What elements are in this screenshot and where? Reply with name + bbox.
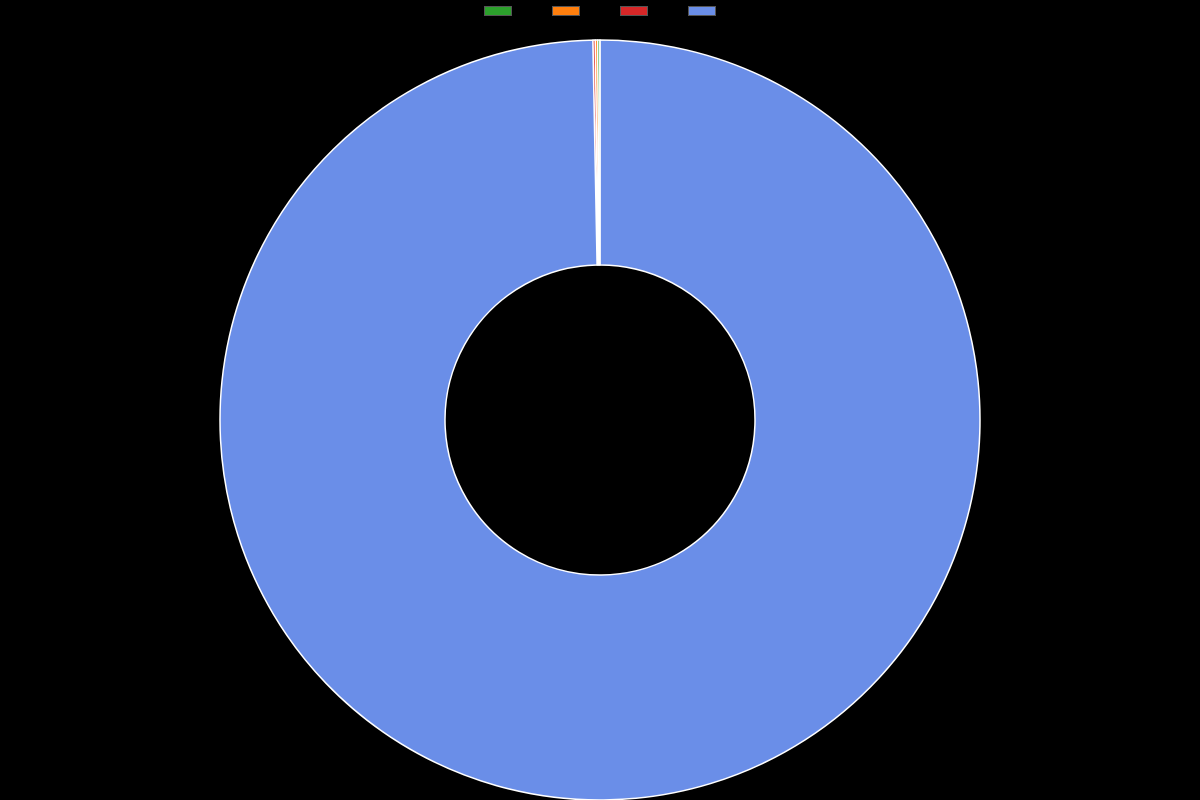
donut-chart-container	[0, 20, 1200, 800]
donut-chart	[0, 10, 1200, 800]
